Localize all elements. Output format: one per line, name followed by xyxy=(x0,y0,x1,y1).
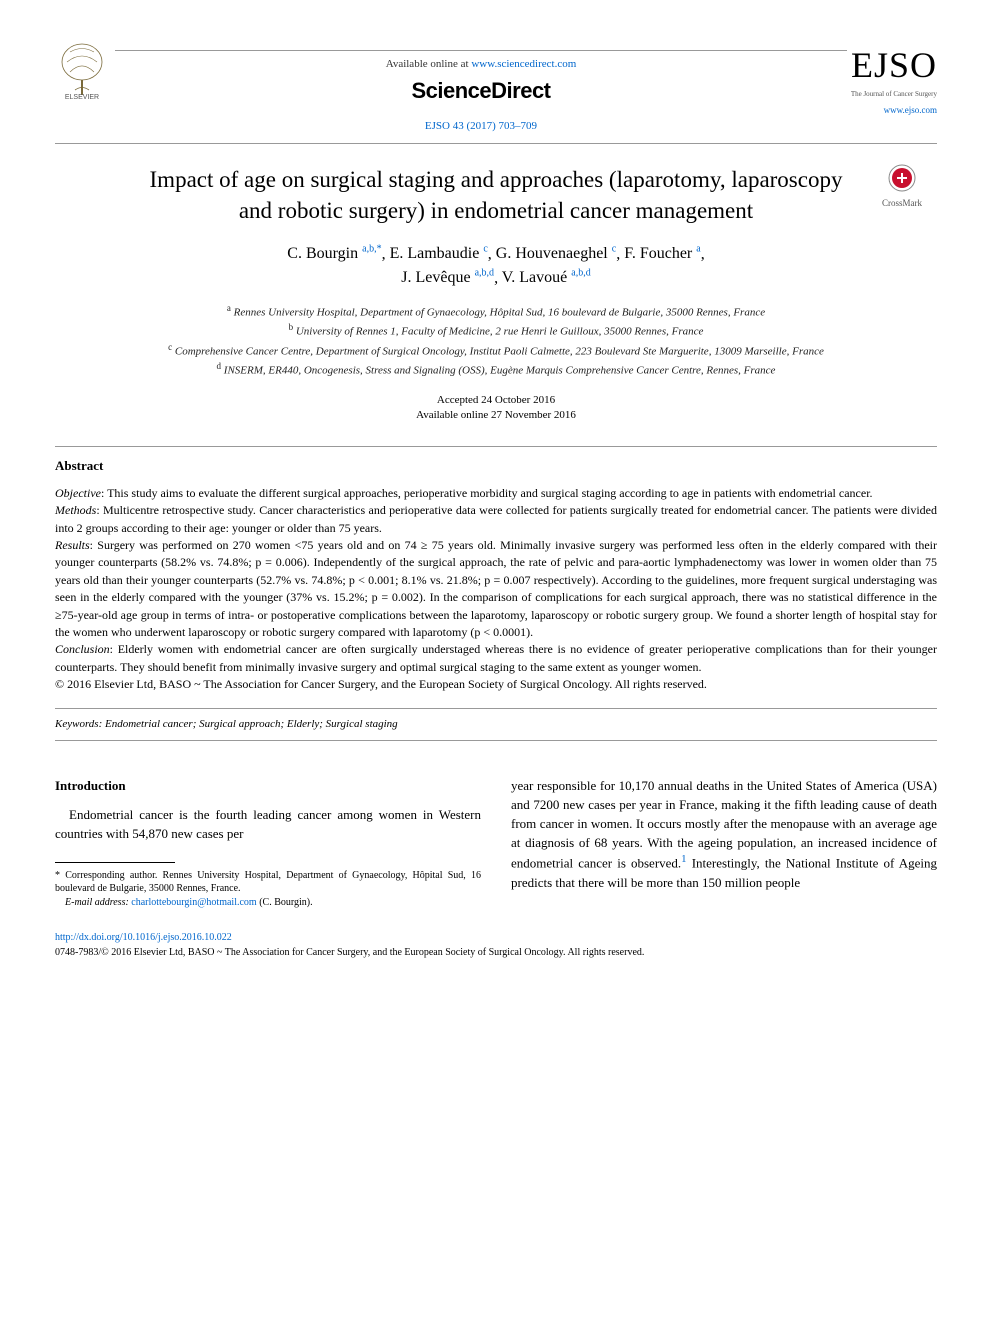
ejso-logo: EJSO The Journal of Cancer Surgery www.e… xyxy=(847,40,937,117)
column-left: Introduction Endometrial cancer is the f… xyxy=(55,777,481,909)
intro-para: Endometrial cancer is the fourth leading… xyxy=(55,806,481,844)
svg-text:ELSEVIER: ELSEVIER xyxy=(65,94,99,100)
author: E. Lambaudie c xyxy=(390,245,488,262)
affiliation-b: University of Rennes 1, Faculty of Medic… xyxy=(296,326,704,338)
footnote-divider xyxy=(55,862,175,863)
affiliations: a Rennes University Hospital, Department… xyxy=(55,302,937,379)
affiliation-c: Comprehensive Cancer Centre, Department … xyxy=(175,345,824,357)
journal-ref: EJSO 43 (2017) 703–709 xyxy=(115,119,847,134)
accepted-date: Accepted 24 October 2016 xyxy=(55,393,937,408)
journal-ref-link[interactable]: EJSO 43 (2017) 703–709 xyxy=(425,120,537,132)
author: F. Foucher a xyxy=(624,245,701,262)
affiliation-a: Rennes University Hospital, Department o… xyxy=(234,307,765,319)
abstract-body: Objective: This study aims to evaluate t… xyxy=(55,485,937,694)
body-columns: Introduction Endometrial cancer is the f… xyxy=(55,777,937,909)
abstract-heading: Abstract xyxy=(55,457,937,475)
author: J. Levêque a,b,d xyxy=(401,269,494,286)
header-row: ELSEVIER Available online at www.science… xyxy=(55,40,937,135)
available-text: Available online at xyxy=(386,58,472,70)
keywords-text: Endometrial cancer; Surgical approach; E… xyxy=(102,718,397,730)
author: C. Bourgin a,b,* xyxy=(287,245,381,262)
crossmark-badge[interactable]: CrossMark xyxy=(867,164,937,210)
center-header: Available online at www.sciencedirect.co… xyxy=(115,40,847,135)
ejso-name: EJSO xyxy=(847,40,937,90)
page: ELSEVIER Available online at www.science… xyxy=(0,0,992,990)
divider xyxy=(55,740,937,741)
elsevier-tree-icon: ELSEVIER xyxy=(55,40,110,100)
authors: C. Bourgin a,b,*, E. Lambaudie c, G. Hou… xyxy=(55,242,937,291)
email-who: (C. Bourgin). xyxy=(257,897,313,908)
corresponding-footnote: * Corresponding author. Rennes Universit… xyxy=(55,869,481,910)
doi-link[interactable]: http://dx.doi.org/10.1016/j.ejso.2016.10… xyxy=(55,932,232,943)
intro-heading: Introduction xyxy=(55,777,481,796)
title-row: Impact of age on surgical staging and ap… xyxy=(55,164,937,226)
column-right: year responsible for 10,170 annual death… xyxy=(511,777,937,909)
keywords: Keywords: Endometrial cancer; Surgical a… xyxy=(55,717,937,732)
dates: Accepted 24 October 2016 Available onlin… xyxy=(55,393,937,424)
divider xyxy=(55,446,937,447)
keywords-label: Keywords: xyxy=(55,718,102,730)
intro-para-cont: year responsible for 10,170 annual death… xyxy=(511,777,937,892)
divider xyxy=(55,708,937,709)
abstract-copyright: © 2016 Elsevier Ltd, BASO ~ The Associat… xyxy=(55,676,937,693)
doi-line: http://dx.doi.org/10.1016/j.ejso.2016.10… xyxy=(55,931,937,945)
email-label: E-mail address: xyxy=(65,897,129,908)
crossmark-icon xyxy=(888,164,916,192)
online-date: Available online 27 November 2016 xyxy=(55,408,937,423)
article-title: Impact of age on surgical staging and ap… xyxy=(125,164,867,226)
email-link[interactable]: charlottebourgin@hotmail.com xyxy=(131,897,256,908)
issn-line: 0748-7983/© 2016 Elsevier Ltd, BASO ~ Th… xyxy=(55,946,937,960)
corr-text: * Corresponding author. Rennes Universit… xyxy=(55,869,481,896)
sciencedirect-link[interactable]: www.sciencedirect.com xyxy=(471,58,576,70)
crossmark-label: CrossMark xyxy=(882,198,922,208)
author: G. Houvenaeghel c xyxy=(496,245,616,262)
affiliation-d: INSERM, ER440, Oncogenesis, Stress and S… xyxy=(224,364,776,376)
elsevier-logo: ELSEVIER xyxy=(55,40,115,105)
ejso-url-link[interactable]: www.ejso.com xyxy=(884,105,937,115)
available-online: Available online at www.sciencedirect.co… xyxy=(115,57,847,72)
ejso-subtitle: The Journal of Cancer Surgery xyxy=(847,90,937,100)
sciencedirect-brand: ScienceDirect xyxy=(115,76,847,107)
author: V. Lavoué a,b,d xyxy=(502,269,591,286)
